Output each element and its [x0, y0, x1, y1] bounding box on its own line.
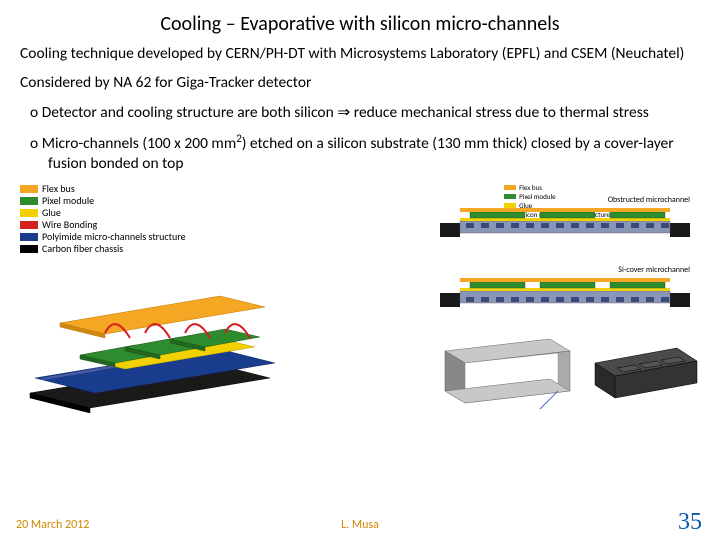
- chassis-3d: [587, 333, 702, 413]
- cross-a-label: Obstructed microchannel: [608, 195, 690, 205]
- bullet-1: Detector and cooling structure are both …: [20, 103, 700, 122]
- legend-left: Flex busPixel moduleGlueWire BondingPoly…: [20, 183, 186, 255]
- slide-title: Cooling – Evaporative with silicon micro…: [0, 0, 720, 44]
- frame-3d: [430, 331, 580, 416]
- figures-area: Flex busPixel moduleGlueWire BondingPoly…: [0, 183, 720, 423]
- arrow-icon: ⇒: [337, 103, 350, 122]
- cross-section-b: Si-cover microchannel: [440, 273, 690, 318]
- bullet-2: Micro-channels (100 x 200 mm2) etched on…: [20, 132, 700, 173]
- cross-b-label: Si-cover microchannel: [618, 265, 690, 275]
- bullet-1-text-b: reduce mechanical stress due to thermal …: [350, 103, 649, 122]
- footer-page: 35: [678, 509, 702, 536]
- bullet-2-text-a: Micro-channels (100 x 200 mm: [42, 134, 237, 153]
- footer-date: 20 March 2012: [16, 518, 89, 532]
- footer-author: L. Musa: [341, 518, 379, 532]
- cross-section-a: Obstructed microchannel: [440, 203, 690, 248]
- isometric-diagram: [20, 263, 290, 413]
- paragraph-1: Cooling technique developed by CERN/PH-D…: [20, 44, 700, 63]
- content: Cooling technique developed by CERN/PH-D…: [0, 44, 720, 173]
- paragraph-2: Considered by NA 62 for Giga-Tracker det…: [20, 73, 700, 92]
- bullet-1-text-a: Detector and cooling structure are both …: [42, 103, 338, 122]
